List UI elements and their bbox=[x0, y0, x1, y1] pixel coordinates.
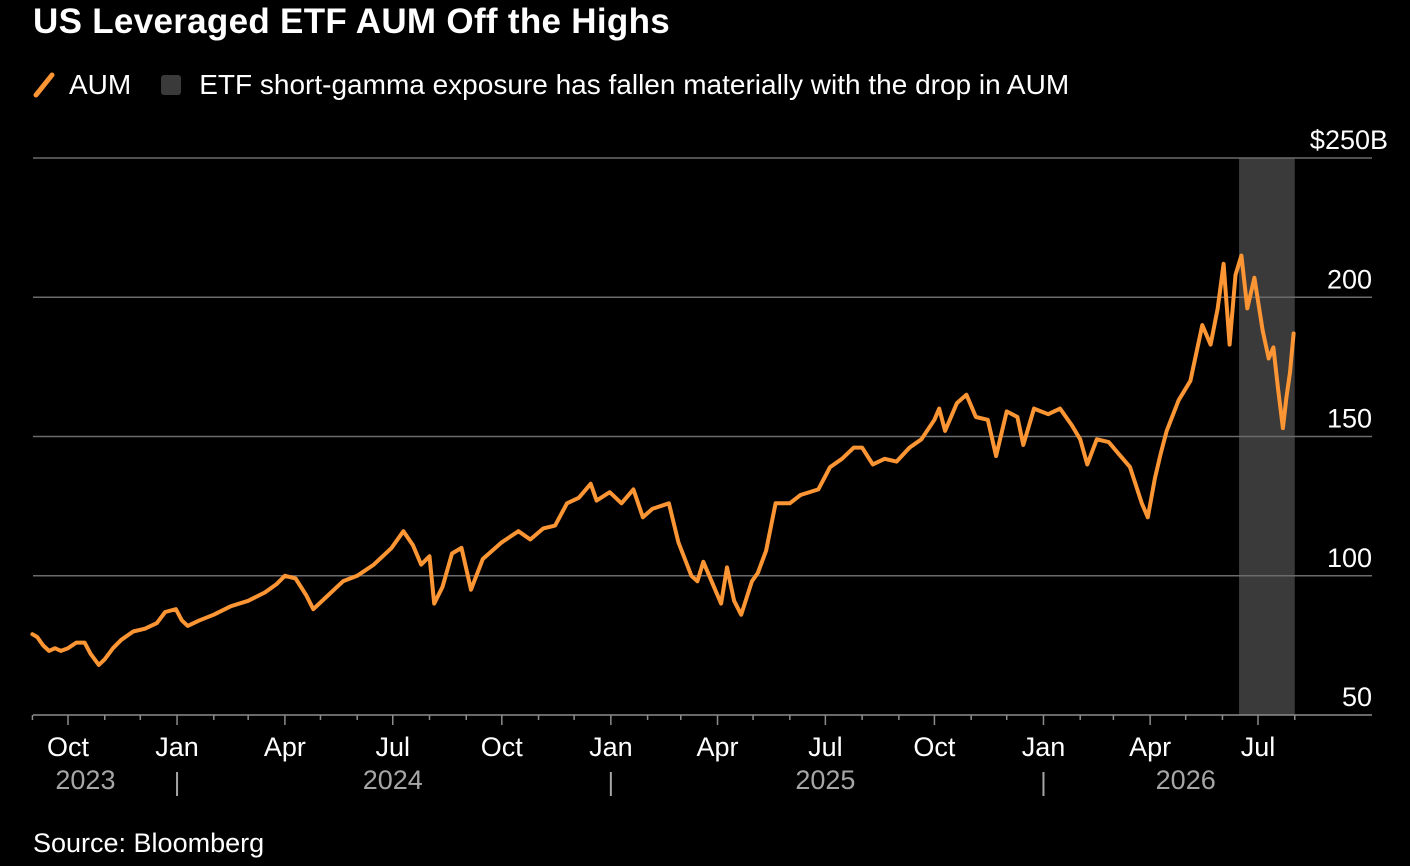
y-tick-label: 150 bbox=[1327, 404, 1372, 434]
x-tick-label: Jan bbox=[155, 732, 199, 762]
series-line-aum bbox=[30, 253, 1296, 667]
x-tick-label: Apr bbox=[697, 732, 739, 762]
source-note: Source: Bloomberg bbox=[33, 828, 265, 858]
legend-box-swatch bbox=[161, 75, 182, 95]
legend-label-shaded: ETF short-gamma exposure has fallen mate… bbox=[199, 69, 1070, 100]
x-tick-label: Jul bbox=[808, 732, 843, 762]
x-tick-label: Oct bbox=[913, 732, 956, 762]
chart-title: US Leveraged ETF AUM Off the Highs bbox=[33, 2, 671, 41]
x-tick-label: Jan bbox=[1022, 732, 1066, 762]
x-tick-label: Apr bbox=[1129, 732, 1171, 762]
legend-item-aum: AUM bbox=[33, 69, 131, 101]
legend-label-aum: AUM bbox=[69, 69, 132, 100]
legend-item-shaded: ETF short-gamma exposure has fallen mate… bbox=[161, 69, 1069, 101]
x-tick-label: Oct bbox=[47, 732, 90, 762]
year-label: 2023 bbox=[55, 765, 115, 795]
year-label: 2025 bbox=[795, 765, 855, 795]
x-tick-label: Jan bbox=[589, 732, 633, 762]
y-tick-label: 200 bbox=[1327, 264, 1372, 294]
year-label: 2024 bbox=[363, 765, 423, 795]
x-tick-label: Jul bbox=[1241, 732, 1276, 762]
year-label: 2026 bbox=[1156, 765, 1216, 795]
y-tick-label: $250B bbox=[1310, 125, 1388, 155]
y-tick-label: 50 bbox=[1342, 682, 1372, 712]
x-tick-label: Apr bbox=[264, 732, 306, 762]
x-tick-label: Oct bbox=[481, 732, 524, 762]
y-tick-label: 100 bbox=[1327, 543, 1372, 573]
x-tick-label: Jul bbox=[376, 732, 411, 762]
chart-legend: AUM ETF short-gamma exposure has fallen … bbox=[33, 68, 1099, 102]
legend-line-swatch bbox=[33, 72, 55, 98]
